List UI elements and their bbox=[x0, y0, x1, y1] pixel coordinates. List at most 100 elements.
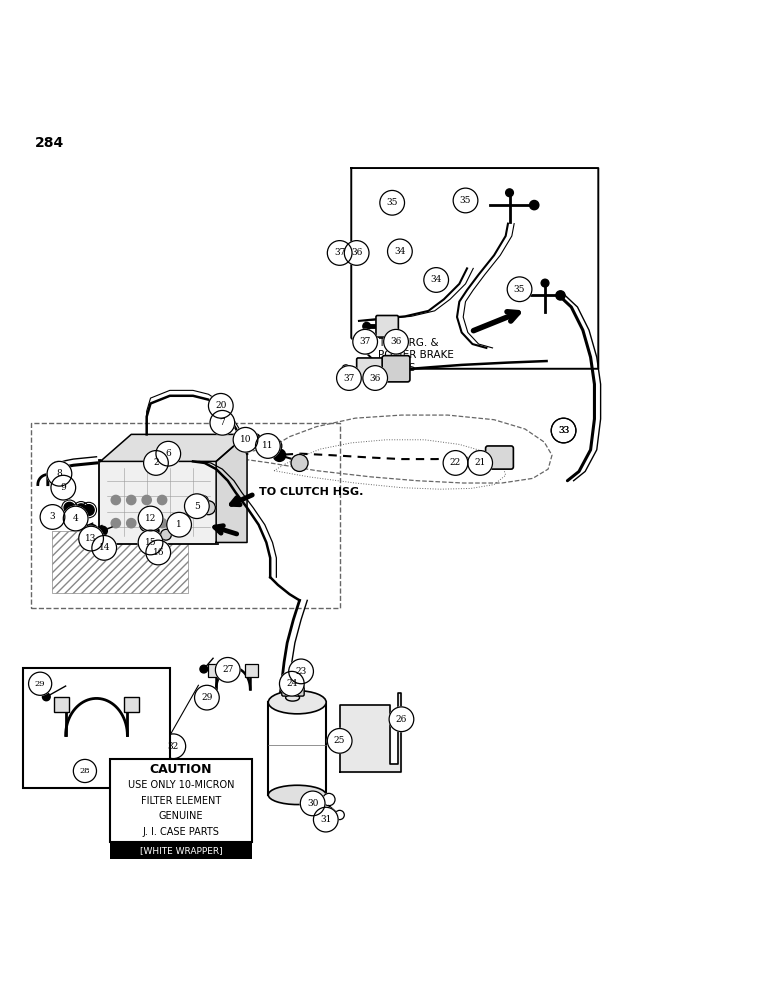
Circle shape bbox=[541, 279, 549, 287]
Circle shape bbox=[215, 657, 240, 682]
Bar bbox=[54, 697, 69, 712]
Circle shape bbox=[249, 434, 261, 446]
Circle shape bbox=[79, 522, 88, 532]
Circle shape bbox=[146, 540, 171, 565]
Circle shape bbox=[208, 393, 233, 418]
Circle shape bbox=[157, 495, 167, 505]
Text: 36: 36 bbox=[351, 248, 362, 257]
Text: J. I. CASE PARTS: J. I. CASE PARTS bbox=[143, 827, 219, 837]
Text: 6: 6 bbox=[165, 449, 171, 458]
Circle shape bbox=[42, 693, 50, 701]
Text: 20: 20 bbox=[215, 401, 226, 410]
Text: 23: 23 bbox=[296, 667, 306, 676]
Text: TO STRG. &
POWER BRAKE
VALVES: TO STRG. & POWER BRAKE VALVES bbox=[378, 338, 454, 373]
Circle shape bbox=[29, 672, 52, 695]
Circle shape bbox=[363, 322, 371, 330]
Circle shape bbox=[468, 451, 493, 475]
Circle shape bbox=[138, 530, 163, 555]
Text: 21: 21 bbox=[475, 458, 486, 467]
Text: 36: 36 bbox=[391, 337, 401, 346]
Circle shape bbox=[327, 241, 352, 265]
Circle shape bbox=[556, 291, 565, 300]
Text: 15: 15 bbox=[144, 538, 157, 547]
Circle shape bbox=[201, 501, 215, 515]
Circle shape bbox=[50, 461, 66, 477]
Circle shape bbox=[384, 329, 408, 354]
Text: 9: 9 bbox=[60, 483, 66, 492]
Bar bbox=[245, 664, 258, 677]
Polygon shape bbox=[216, 434, 247, 542]
Ellipse shape bbox=[269, 691, 326, 714]
Circle shape bbox=[323, 793, 335, 806]
Circle shape bbox=[127, 519, 136, 528]
FancyBboxPatch shape bbox=[357, 358, 383, 380]
Circle shape bbox=[173, 519, 182, 528]
Bar bbox=[110, 842, 252, 859]
Circle shape bbox=[111, 495, 120, 505]
Circle shape bbox=[47, 461, 72, 486]
FancyBboxPatch shape bbox=[486, 446, 513, 469]
Text: 30: 30 bbox=[307, 799, 318, 808]
Circle shape bbox=[337, 366, 361, 390]
Circle shape bbox=[83, 505, 94, 515]
Polygon shape bbox=[340, 693, 401, 772]
Text: 32: 32 bbox=[168, 742, 179, 751]
FancyBboxPatch shape bbox=[382, 356, 410, 382]
Circle shape bbox=[111, 519, 120, 528]
Circle shape bbox=[200, 665, 208, 673]
Circle shape bbox=[40, 505, 65, 529]
Circle shape bbox=[142, 495, 151, 505]
Circle shape bbox=[144, 451, 168, 475]
Circle shape bbox=[52, 464, 63, 475]
Circle shape bbox=[289, 659, 313, 684]
Text: 12: 12 bbox=[145, 514, 156, 523]
Circle shape bbox=[161, 529, 171, 540]
Text: 33: 33 bbox=[558, 426, 569, 435]
Text: 34: 34 bbox=[394, 247, 405, 256]
Circle shape bbox=[279, 671, 304, 696]
Circle shape bbox=[185, 494, 209, 519]
Text: 4: 4 bbox=[73, 514, 79, 523]
Circle shape bbox=[51, 475, 76, 500]
Circle shape bbox=[69, 519, 78, 528]
Circle shape bbox=[73, 759, 96, 783]
Circle shape bbox=[196, 495, 208, 508]
Bar bbox=[52, 531, 188, 593]
Text: GENUINE: GENUINE bbox=[159, 811, 203, 821]
Circle shape bbox=[300, 791, 325, 816]
Circle shape bbox=[389, 707, 414, 732]
Circle shape bbox=[327, 729, 352, 753]
Text: CAUTION: CAUTION bbox=[150, 763, 212, 776]
Text: USE ONLY 10-MICRON: USE ONLY 10-MICRON bbox=[128, 780, 234, 790]
Text: 35: 35 bbox=[387, 198, 398, 207]
FancyBboxPatch shape bbox=[282, 676, 304, 696]
Text: 14: 14 bbox=[99, 543, 110, 552]
Circle shape bbox=[551, 418, 576, 443]
Circle shape bbox=[64, 502, 75, 513]
Circle shape bbox=[157, 519, 167, 528]
Circle shape bbox=[127, 495, 136, 505]
Text: 37: 37 bbox=[360, 337, 371, 346]
FancyBboxPatch shape bbox=[376, 315, 398, 337]
Text: 36: 36 bbox=[370, 374, 381, 383]
Text: 34: 34 bbox=[431, 275, 442, 284]
Circle shape bbox=[313, 807, 338, 832]
Text: 284: 284 bbox=[35, 136, 64, 150]
Circle shape bbox=[344, 241, 369, 265]
Text: 25: 25 bbox=[334, 736, 345, 745]
Circle shape bbox=[167, 512, 191, 537]
Circle shape bbox=[472, 451, 486, 464]
Text: 28: 28 bbox=[80, 767, 90, 775]
Text: 8: 8 bbox=[56, 469, 63, 478]
Ellipse shape bbox=[269, 785, 326, 805]
Circle shape bbox=[530, 200, 539, 210]
Text: 2: 2 bbox=[153, 458, 159, 467]
Text: [WHITE WRAPPER]: [WHITE WRAPPER] bbox=[140, 846, 222, 855]
Circle shape bbox=[210, 410, 235, 435]
Circle shape bbox=[76, 504, 86, 515]
Circle shape bbox=[98, 526, 107, 536]
Circle shape bbox=[150, 526, 159, 536]
Circle shape bbox=[138, 506, 163, 531]
Circle shape bbox=[233, 427, 258, 452]
Circle shape bbox=[140, 518, 154, 532]
